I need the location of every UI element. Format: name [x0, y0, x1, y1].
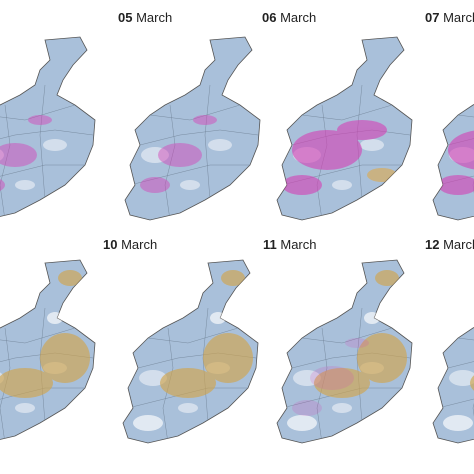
panel-07 — [433, 37, 474, 220]
panel-10 — [123, 260, 258, 443]
panel-label: 10 March — [103, 237, 157, 252]
month: March — [280, 10, 316, 25]
day: 07 — [425, 10, 439, 25]
panel-label: 12 March — [425, 237, 474, 252]
day: 11 — [263, 237, 277, 252]
day: 12 — [425, 237, 439, 252]
panel-label: 11 March — [263, 237, 317, 252]
panel-12 — [433, 260, 474, 443]
month: March — [136, 10, 172, 25]
month: March — [121, 237, 157, 252]
panel-partial-top — [0, 37, 95, 220]
day: 10 — [103, 237, 117, 252]
month: March — [443, 237, 474, 252]
panel-label: 06 March — [262, 10, 316, 25]
panel-11 — [277, 260, 412, 443]
panel-label: 07 March — [425, 10, 474, 25]
day: 06 — [262, 10, 276, 25]
day: 05 — [118, 10, 132, 25]
panel-label: 05 March — [118, 10, 172, 25]
month: March — [280, 237, 316, 252]
panel-partial-bottom — [0, 260, 95, 443]
month: March — [443, 10, 474, 25]
panel-05 — [125, 37, 260, 220]
panel-06 — [277, 37, 412, 220]
